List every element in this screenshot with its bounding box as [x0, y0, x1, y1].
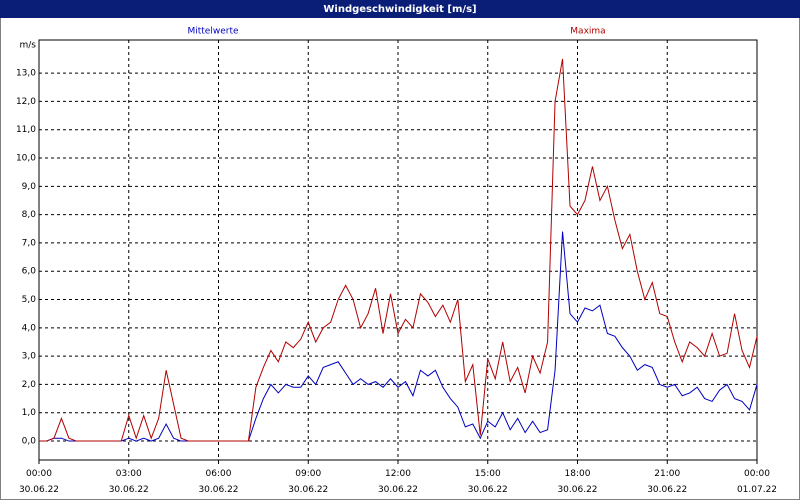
legend-entry: Mittelwerte — [187, 27, 238, 37]
legend-entry: Maxima — [570, 27, 605, 37]
y-tick-label: 6,0 — [22, 267, 37, 277]
y-tick-label: 4,0 — [22, 323, 37, 333]
x-tick-label: 00:00 01.07.22 — [737, 469, 777, 495]
x-tick-label: 03:00 30.06.22 — [109, 469, 149, 495]
chart-title: Windgeschwindigkeit [m/s] — [323, 4, 476, 15]
x-tick-label: 09:00 30.06.22 — [288, 469, 328, 495]
x-tick-label: 12:00 30.06.22 — [378, 469, 418, 495]
y-tick-label: 9,0 — [22, 182, 37, 192]
y-axis-label: m/s — [20, 41, 37, 51]
title-bar — [0, 0, 800, 18]
x-tick-label: 06:00 30.06.22 — [198, 469, 238, 495]
x-tick-label: 21:00 30.06.22 — [647, 469, 687, 495]
x-tick-label: 00:00 30.06.22 — [19, 469, 59, 495]
y-tick-label: 2,0 — [22, 380, 37, 390]
x-tick-label: 15:00 30.06.22 — [468, 469, 508, 495]
data-line — [39, 231, 758, 442]
y-tick-label: 10,0 — [16, 154, 36, 164]
y-tick-label: 7,0 — [22, 238, 37, 248]
y-tick-label: 11,0 — [16, 125, 36, 135]
y-tick-label: 13,0 — [16, 69, 36, 79]
data-line — [39, 58, 758, 442]
y-tick-label: 3,0 — [22, 352, 37, 362]
y-tick-label: 1,0 — [22, 408, 37, 418]
y-tick-label: 12,0 — [16, 97, 36, 107]
y-tick-label: 5,0 — [22, 295, 37, 305]
y-tick-label: 8,0 — [22, 210, 37, 220]
y-tick-label: 0,0 — [22, 437, 37, 447]
x-tick-label: 18:00 30.06.22 — [557, 469, 597, 495]
